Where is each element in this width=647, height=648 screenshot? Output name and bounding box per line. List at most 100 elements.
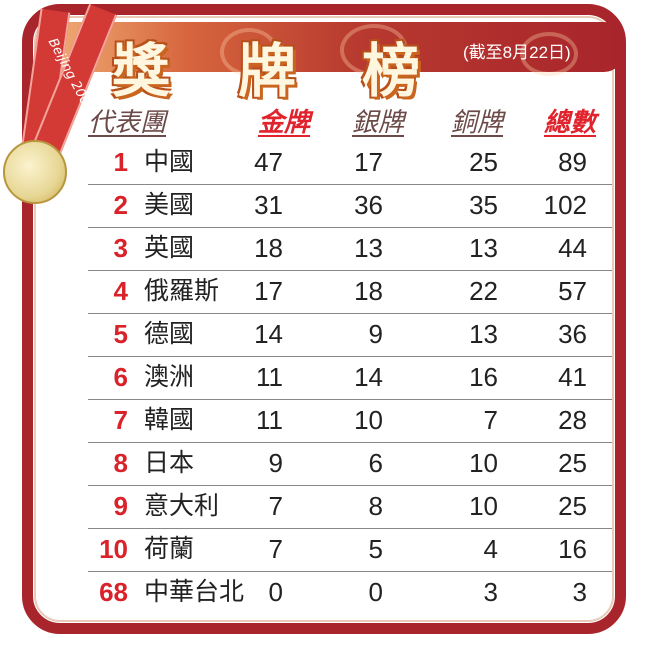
total-cell: 41: [558, 362, 587, 392]
name-cell: 俄羅斯: [144, 276, 220, 305]
title-char: 牌: [238, 37, 297, 105]
rank-cell: 10: [99, 534, 128, 564]
name-cell: 韓國: [144, 405, 195, 434]
red-frame: [22, 4, 626, 634]
table-row: 4 俄羅斯 17 18 22 57: [88, 271, 612, 314]
total-cell: 16: [558, 534, 587, 564]
rank-cell: 5: [113, 319, 128, 349]
bronze-cell: 25: [469, 147, 498, 177]
table-row: 2 美國 31 36 35 102: [88, 185, 612, 228]
silver-cell: 6: [368, 448, 383, 478]
table-row: 5 德國 14 9 13 36: [88, 314, 612, 357]
total-cell: 25: [558, 448, 587, 478]
title-char: 獎: [112, 37, 171, 105]
rank-cell: 8: [113, 448, 128, 478]
table-row: 8 日本 9 6 10 25: [88, 443, 612, 486]
gold-cell: 14: [254, 319, 283, 349]
table-row: 7 韓國 11 10 7 28: [88, 400, 612, 443]
row-divider: [88, 399, 612, 400]
name-cell: 中華台北: [144, 577, 245, 606]
rank-cell: 6: [113, 362, 128, 392]
table-row: 1 中國 47 17 25 89: [88, 142, 612, 185]
table-row: 3 英國 18 13 13 44: [88, 228, 612, 271]
cloud-swirl-decoration: [340, 24, 408, 76]
silver-cell: 8: [368, 491, 383, 521]
gold-cell: 47: [254, 147, 283, 177]
bronze-cell: 10: [469, 491, 498, 521]
gold-medal-icon: [3, 140, 67, 204]
header-team: 代表團: [88, 108, 167, 138]
silver-cell: 13: [354, 233, 383, 263]
bronze-cell: 13: [469, 319, 498, 349]
name-cell: 意大利: [144, 491, 220, 520]
bronze-cell: 4: [483, 534, 498, 564]
silver-cell: 9: [368, 319, 383, 349]
as-of-date: (截至8月22日): [463, 43, 571, 62]
rank-cell: 2: [113, 190, 128, 220]
gold-cell: 7: [268, 534, 283, 564]
gold-cell: 17: [254, 276, 283, 306]
total-cell: 57: [558, 276, 587, 306]
gold-cell: 11: [256, 362, 283, 392]
rank-cell: 7: [113, 405, 128, 435]
gold-cell: 0: [268, 577, 283, 607]
bronze-cell: 10: [469, 448, 498, 478]
title-banner: [40, 22, 624, 76]
table-row: 9 意大利 7 8 10 25: [88, 486, 612, 529]
row-divider: [88, 356, 612, 357]
rank-cell: 68: [99, 577, 128, 607]
gold-cell: 7: [268, 491, 283, 521]
bronze-cell: 13: [469, 233, 498, 263]
row-divider: [88, 313, 612, 314]
cloud-swirl-decoration: [220, 28, 278, 76]
rank-cell: 1: [113, 147, 128, 177]
total-cell: 102: [543, 190, 587, 220]
table-row: 10 荷蘭 7 5 4 16: [88, 529, 612, 572]
gold-cell: 11: [256, 405, 283, 435]
total-cell: 89: [558, 147, 587, 177]
header-bronze: 銅牌: [451, 108, 504, 138]
name-cell: 澳洲: [144, 362, 195, 391]
row-divider: [88, 485, 612, 486]
name-cell: 美國: [144, 190, 195, 219]
total-cell: 36: [558, 319, 587, 349]
silver-cell: 14: [354, 362, 383, 392]
bronze-cell: 16: [469, 362, 498, 392]
cloud-swirl-decoration: [520, 32, 578, 76]
rank-cell: 4: [113, 276, 128, 306]
silver-cell: 0: [368, 577, 383, 607]
name-cell: 中國: [144, 147, 195, 176]
inner-border: [34, 16, 614, 622]
gold-cell: 31: [254, 190, 283, 220]
row-divider: [88, 528, 612, 529]
header-silver: 銀牌: [352, 108, 405, 138]
row-divider: [88, 442, 612, 443]
silver-cell: 5: [368, 534, 383, 564]
table-row: 68 中華台北 0 0 3 3: [88, 572, 612, 615]
row-divider: [88, 227, 612, 228]
rank-cell: 9: [113, 491, 128, 521]
total-cell: 44: [558, 233, 587, 263]
silver-cell: 36: [354, 190, 383, 220]
header-gold: 金牌: [258, 108, 311, 138]
total-cell: 25: [558, 491, 587, 521]
rank-cell: 3: [113, 233, 128, 263]
total-cell: 3: [572, 577, 587, 607]
gold-cell: 9: [268, 448, 283, 478]
row-divider: [88, 571, 612, 572]
title-char: 榜: [362, 37, 421, 105]
table-row: 6 澳洲 11 14 16 41: [88, 357, 612, 400]
bronze-cell: 3: [483, 577, 498, 607]
name-cell: 英國: [144, 233, 195, 262]
name-cell: 荷蘭: [144, 534, 195, 563]
name-cell: 日本: [144, 448, 195, 477]
bronze-cell: 22: [469, 276, 498, 306]
row-divider: [88, 270, 612, 271]
silver-cell: 17: [354, 147, 383, 177]
gold-cell: 18: [254, 233, 283, 263]
bronze-cell: 7: [483, 405, 498, 435]
row-divider: [88, 184, 612, 185]
silver-cell: 10: [354, 405, 383, 435]
total-cell: 28: [558, 405, 587, 435]
header-total: 總數: [544, 108, 597, 138]
